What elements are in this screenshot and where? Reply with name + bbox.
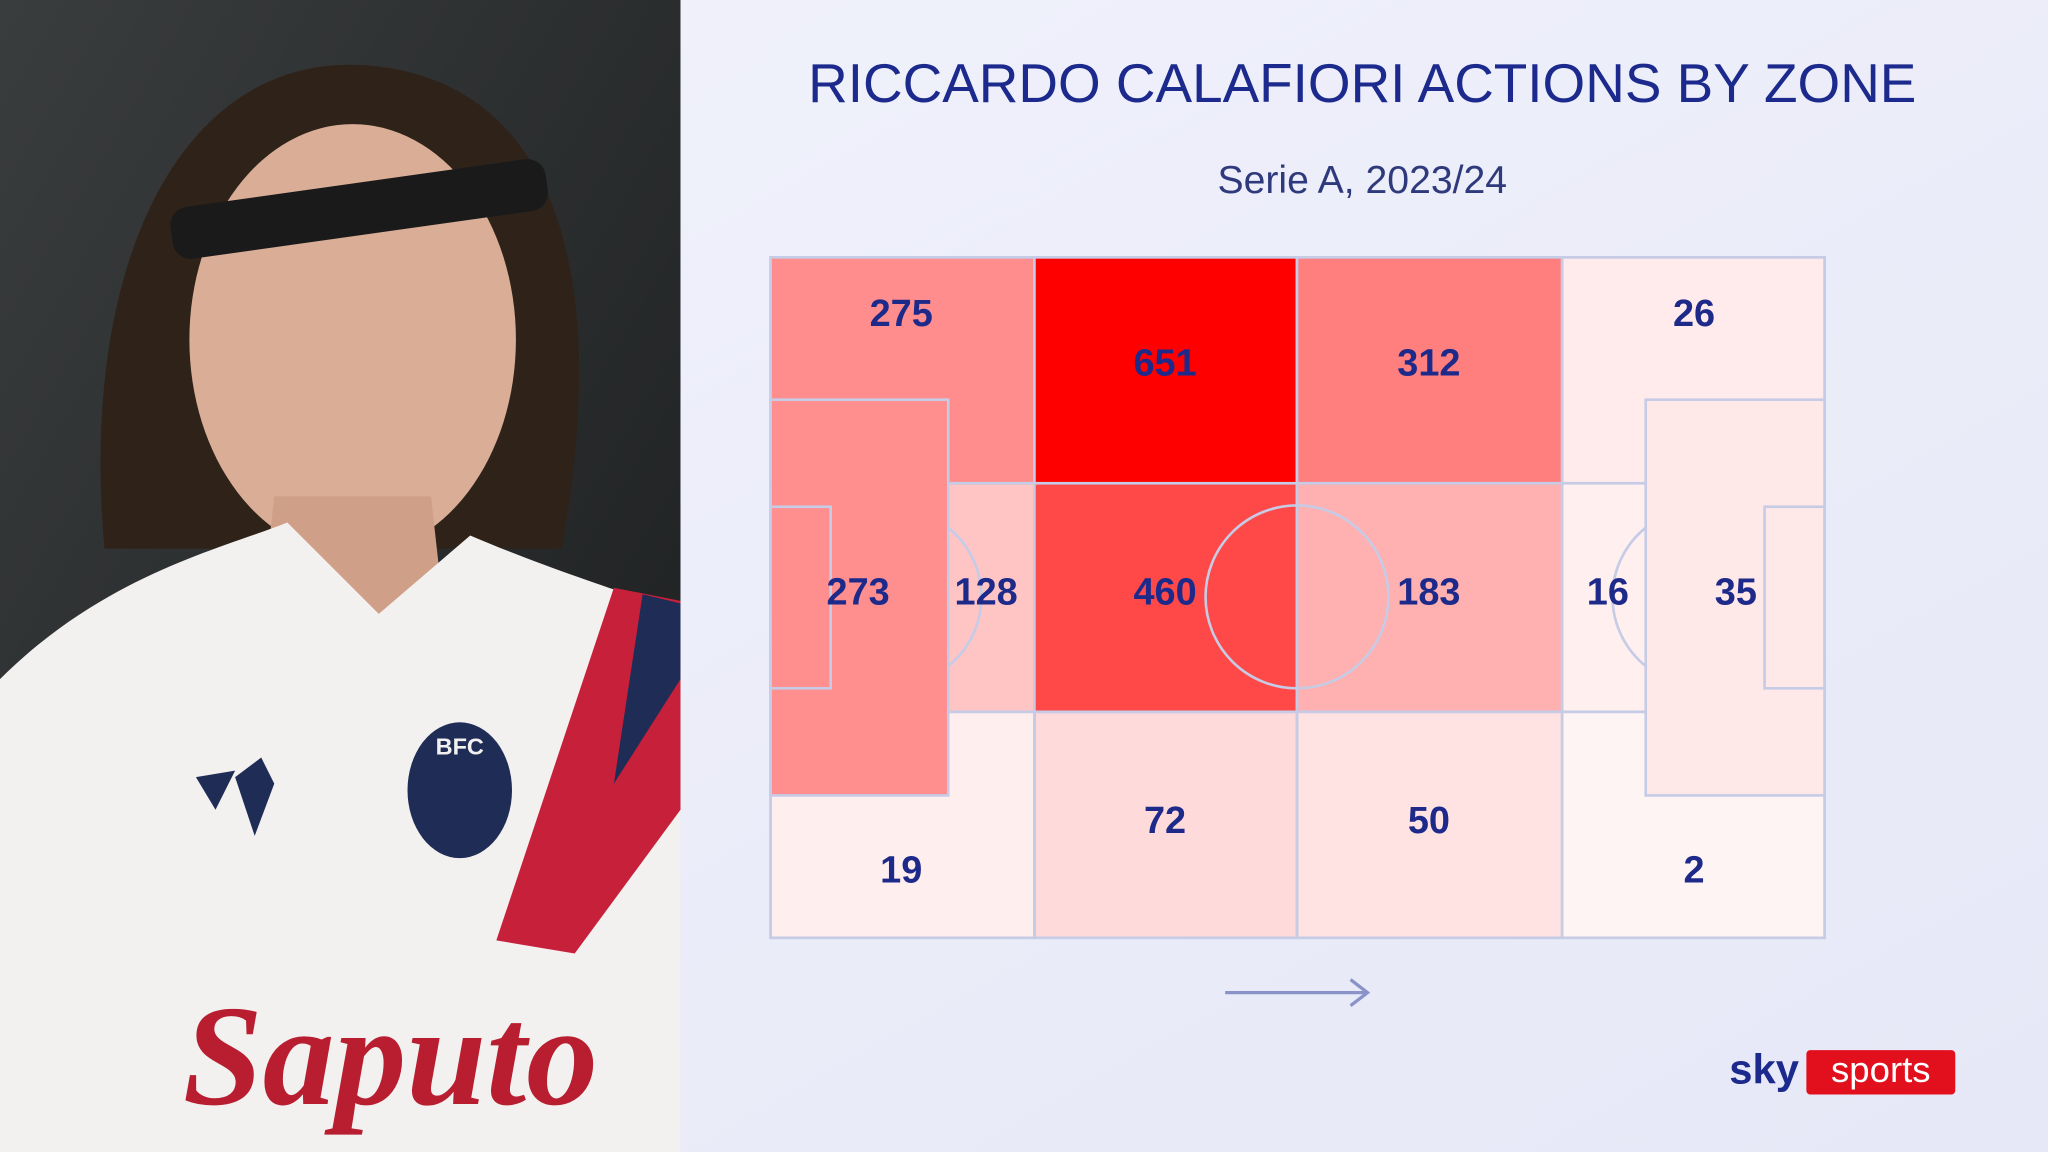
zone-label: 460 (1133, 571, 1196, 613)
zone (1644, 398, 1826, 797)
pitch-border (769, 256, 1826, 940)
zone (1033, 481, 1299, 714)
player-photo: BFC Saputo (0, 0, 681, 1152)
zone-label: 312 (1397, 343, 1460, 385)
zone-label: 50 (1408, 800, 1450, 842)
zone-label: 26 (1673, 293, 1715, 335)
zone-backing (1645, 399, 1825, 796)
zone-label: 183 (1397, 571, 1460, 613)
zone-label: 16 (1587, 571, 1629, 613)
zone-label: 651 (1133, 343, 1196, 385)
title: RICCARDO CALAFIORI ACTIONS BY ZONE (808, 52, 1916, 114)
pitch: 275 651 312 26 273 128 460 183 16 35 19 72 50 2 (769, 256, 1826, 940)
zone-label: 275 (870, 293, 933, 335)
logo-sky: sky (1729, 1045, 1799, 1092)
sponsor-text: Saputo (183, 977, 598, 1136)
logo-sports: sports (1831, 1049, 1931, 1090)
badge-text: BFC (436, 734, 484, 760)
penalty-arc (1611, 526, 1647, 668)
penalty-arc (947, 526, 983, 668)
sky-sports-logo: sky sports (1729, 1045, 1956, 1095)
zone (1295, 481, 1564, 714)
zone-backing (770, 399, 949, 796)
zone-label: 128 (955, 571, 1018, 613)
zone-label: 273 (827, 571, 890, 613)
subtitle: Serie A, 2023/24 (1217, 159, 1507, 202)
direction-arrow (1225, 978, 1371, 1008)
zone-label: 35 (1715, 571, 1757, 613)
zone (1033, 710, 1299, 940)
zone-label: 72 (1144, 800, 1186, 842)
zone-label: 19 (880, 849, 922, 891)
zone-label: 2 (1684, 849, 1705, 891)
zone (769, 398, 950, 797)
